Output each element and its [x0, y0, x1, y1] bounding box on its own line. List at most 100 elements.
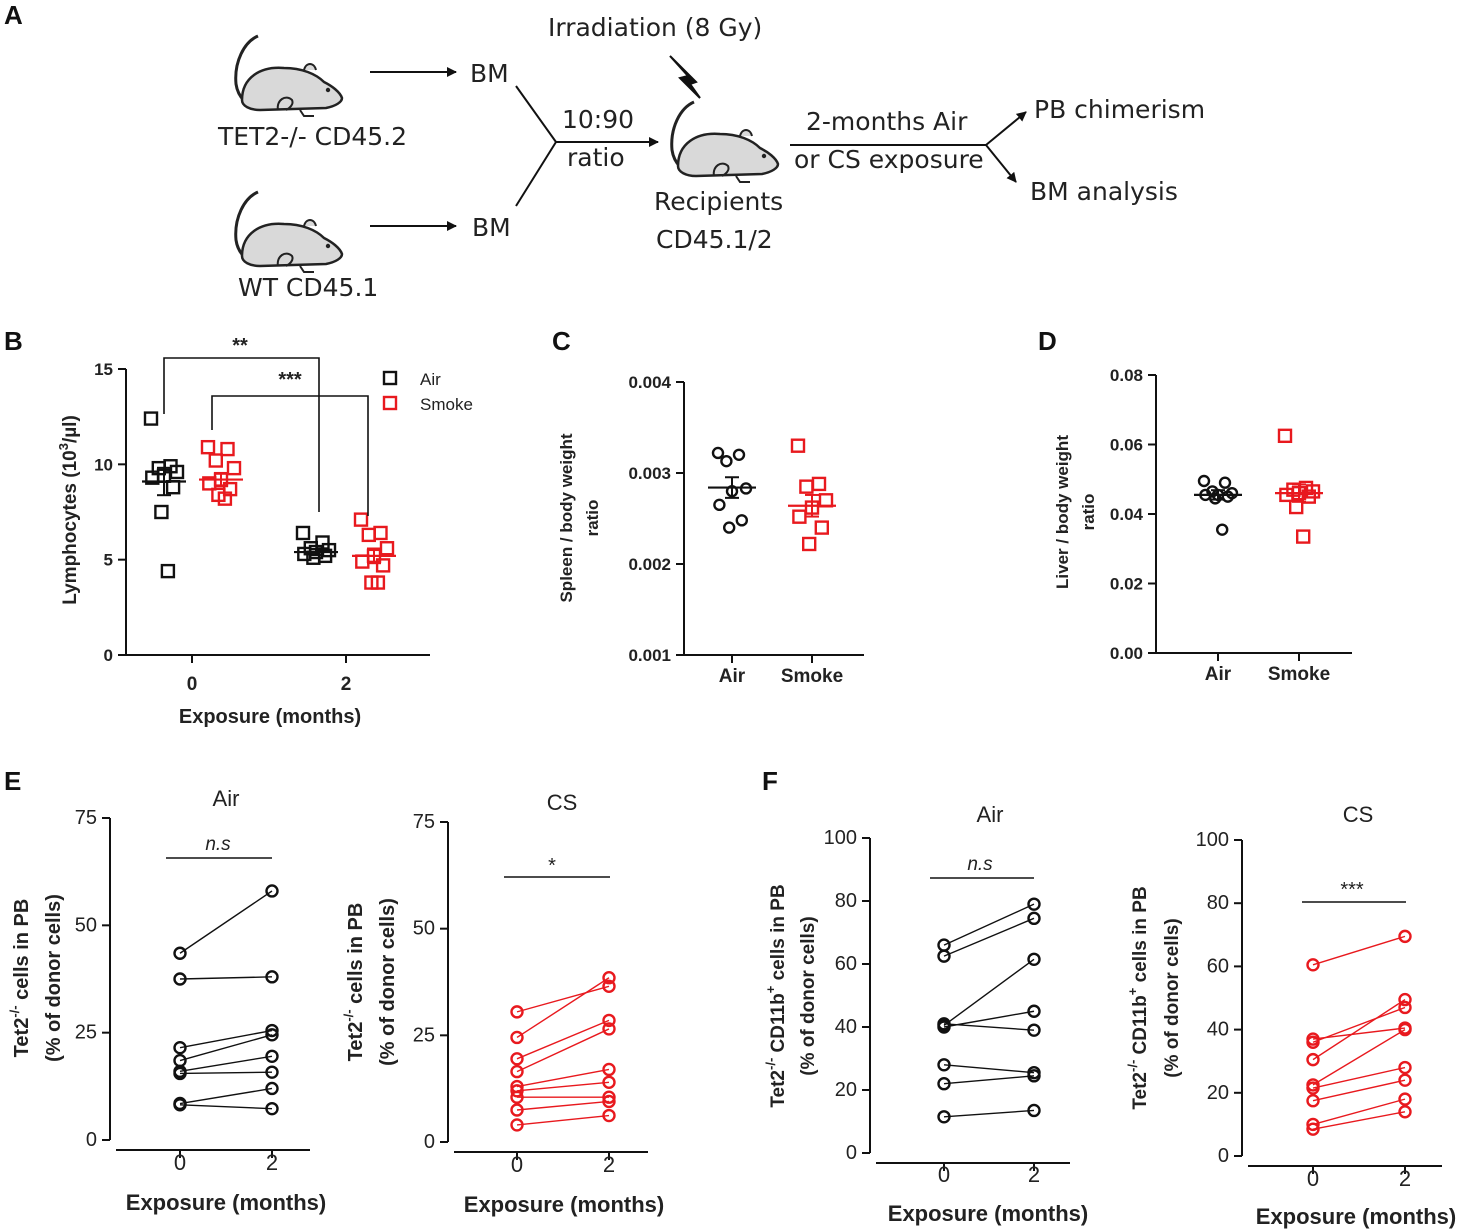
ratio-top-label: 10:90 [562, 105, 634, 134]
e-air-y-tick-label: 75 [75, 807, 97, 829]
e-air-point-month0 [173, 1098, 187, 1112]
recipients-line2: CD45.1/2 [656, 225, 773, 254]
f-air-point-month0 [937, 1058, 951, 1072]
panel-b-ylabel: Lymphocytes (103/µl) [56, 415, 81, 605]
e-air-point-month0 [173, 1040, 187, 1055]
panel-c-marks [708, 438, 836, 552]
f-air-point-month0 [937, 1020, 951, 1034]
f-air-pair-line [943, 958, 1035, 1026]
f-air-point-month0 [937, 1076, 951, 1091]
panel-b-sig-1: ** [232, 335, 248, 357]
b-point-smoke [375, 558, 391, 573]
outcome1-label: PB chimerism [1034, 95, 1205, 124]
f-cs-pair-line [1312, 1098, 1406, 1126]
ratio-bottom-label: ratio [567, 143, 625, 172]
panel-e-air-xlabel: Exposure (months) [126, 1190, 326, 1215]
e-cs-point-month2 [602, 1090, 616, 1104]
merge-line-top [515, 85, 557, 143]
b-y-tick-label: 10 [94, 455, 113, 474]
c-point-air [713, 498, 726, 512]
b-y-tick-label: 15 [94, 360, 113, 379]
d-y-tick-label: 0.02 [1110, 575, 1143, 594]
c-point-smoke [818, 493, 834, 508]
f-cs-point-month0 [1306, 1122, 1320, 1136]
f-air-y-tick-label: 60 [835, 953, 857, 975]
f-air-y-tick-label: 20 [835, 1079, 857, 1101]
c-point-air [711, 446, 725, 460]
f-cs-point-month2 [1398, 1105, 1412, 1119]
e-cs-pair-line [516, 1028, 610, 1073]
e-cs-y-tick-label: 50 [413, 918, 435, 940]
panel-f-cs-ylabel-line1: Tet2-/- CD11b+ cells in PB [1125, 886, 1151, 1109]
panel-d-x-axis: Air Smoke [1156, 652, 1352, 685]
panel-f-cs-title: CS [1343, 802, 1374, 827]
d-point-air [1218, 476, 1232, 489]
e-air-point-month2 [265, 1081, 279, 1096]
f-cs-point-month2 [1398, 1060, 1412, 1075]
f-cs-pair-line [1312, 1066, 1406, 1089]
b-point-smoke [208, 453, 224, 468]
c-y-tick-label: 0.001 [628, 646, 671, 665]
e-cs-point-month2 [602, 1062, 616, 1077]
lightning-bolt-icon [669, 55, 701, 99]
e-cs-pair-line [516, 1019, 610, 1060]
d-x-tick-label: Air [1205, 664, 1232, 685]
c-point-air [720, 454, 733, 468]
panel-f-cs-ylabel-line2: (% of donor cells) [1162, 918, 1183, 1077]
e-cs-point-month0 [510, 1064, 524, 1079]
e-cs-point-month0 [510, 1118, 524, 1132]
e-air-point-month0 [173, 1066, 187, 1081]
e-air-x-tick-label: 0 [174, 1150, 186, 1175]
b-x-tick-label: 2 [341, 674, 352, 695]
panel-e-cs-xlabel: Exposure (months) [464, 1192, 664, 1217]
c-x-tick-label: Smoke [781, 666, 843, 687]
c-y-tick-label: 0.002 [628, 555, 671, 574]
b-point-smoke [379, 541, 395, 556]
f-cs-x-tick-label: 0 [1307, 1166, 1319, 1191]
c-point-air [735, 514, 748, 527]
f-cs-point-month2 [1398, 1022, 1412, 1037]
f-cs-point-month2 [1398, 1092, 1412, 1106]
f-cs-x-tick-label: 2 [1399, 1166, 1411, 1191]
f-air-point-month2 [1027, 952, 1041, 966]
panel-d-marks [1194, 428, 1323, 544]
e-cs-y-tick-label: 0 [424, 1131, 435, 1153]
panel-letter-a: A [4, 0, 23, 30]
panel-b-xlabel: Exposure (months) [179, 706, 361, 728]
d-point-smoke [1295, 529, 1311, 544]
panel-e-air-title: Air [213, 786, 240, 811]
exposure-line2: or CS exposure [794, 145, 984, 174]
e-cs-point-month2 [602, 1022, 616, 1036]
f-cs-point-month2 [1398, 1073, 1412, 1087]
exposure-line1: 2-months Air [806, 107, 968, 136]
panel-e-cs-marks [510, 971, 616, 1132]
panel-d-chart: 0.00 0.02 0.04 0.06 0.08 Air Smoke Liver / bo… [1053, 366, 1352, 685]
f-cs-point-month0 [1306, 958, 1320, 972]
d-point-smoke [1301, 489, 1317, 504]
f-cs-y-tick-label: 80 [1207, 892, 1229, 914]
f-cs-pair-line [1312, 1029, 1406, 1086]
e-air-point-month2 [265, 1101, 279, 1116]
b-point-smoke [373, 525, 388, 541]
merge-line-bottom [515, 141, 557, 207]
b-y-tick-label: 0 [104, 646, 113, 665]
e-cs-point-month2 [602, 1108, 616, 1123]
panel-e-air-marks [173, 884, 279, 1116]
recipient-mouse-icon [670, 100, 780, 184]
f-air-point-month2 [1027, 1103, 1041, 1118]
c-y-tick-label: 0.003 [628, 464, 671, 483]
panel-b-y-axis: 0 5 10 15 [94, 360, 127, 665]
f-cs-y-tick-label: 60 [1207, 955, 1229, 977]
f-cs-point-month2 [1398, 992, 1412, 1007]
b-point-air [297, 546, 312, 562]
e-air-pair-line [179, 1104, 273, 1110]
f-cs-point-month2 [1398, 929, 1412, 944]
e-air-pair-line [179, 1071, 273, 1075]
panel-f-air-sig: n.s [967, 854, 993, 875]
outcome2-arrow [985, 144, 1017, 183]
b-point-smoke [220, 441, 235, 457]
d-point-air [1208, 492, 1222, 505]
